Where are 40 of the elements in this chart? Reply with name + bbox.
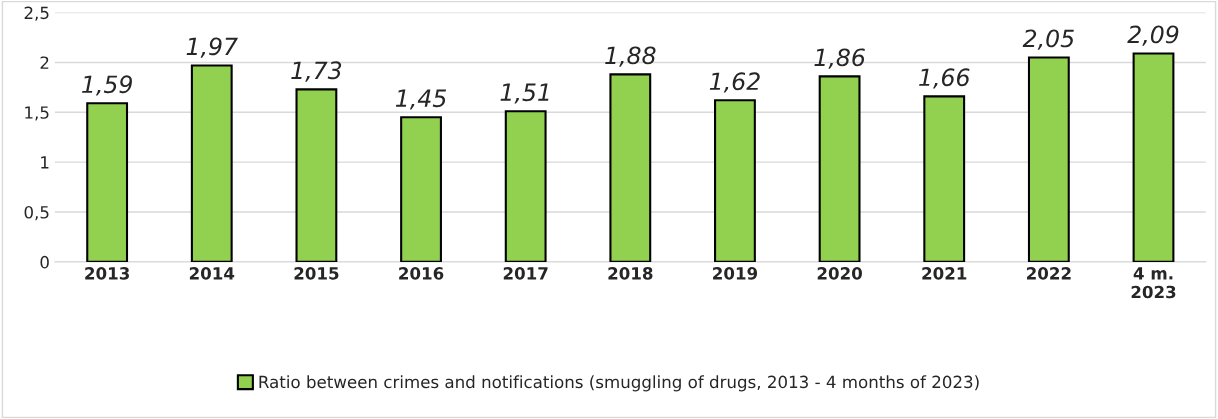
y-tick-label: 1,5	[25, 106, 49, 121]
bar	[923, 95, 966, 262]
data-label: 1,62	[709, 72, 760, 93]
bar	[714, 99, 756, 262]
bar	[400, 116, 442, 262]
y-tick-label: 0,5	[24, 205, 49, 221]
x-tick-label: 4 m. 2023	[1131, 267, 1176, 299]
bar	[504, 110, 547, 262]
x-tick-label: 2022	[1026, 267, 1071, 280]
bar	[86, 102, 129, 262]
data-label: 1,73	[291, 61, 342, 82]
y-tick-label: 2	[40, 56, 49, 69]
y-tick-label: 0	[40, 255, 49, 269]
x-tick-label: 2018	[608, 267, 653, 280]
data-label: 1,51	[500, 83, 549, 104]
x-tick-label: 2019	[713, 267, 758, 280]
x-tick-label: 2015	[294, 267, 339, 280]
bar	[190, 64, 233, 262]
y-tick-label: 1	[41, 156, 49, 169]
x-tick-label: 2016	[399, 267, 444, 280]
data-label: 1,66	[919, 68, 970, 89]
bar	[818, 75, 861, 262]
data-label: 1,97	[186, 37, 238, 58]
data-label: 2,05	[1022, 29, 1074, 50]
legend-label: Ratio between crimes and notifications (smuggling of drugs, 2013 - 4 months of 2023)	[259, 375, 979, 392]
data-label: 1,88	[605, 46, 656, 67]
x-tick-label: 2017	[503, 267, 548, 280]
x-tick-label: 2021	[922, 267, 967, 280]
data-label: 1,86	[814, 48, 865, 69]
bar	[1132, 52, 1175, 262]
y-tick-label: 2,5	[24, 6, 49, 21]
x-tick-label: 2020	[817, 267, 862, 280]
data-label: 1,45	[395, 89, 447, 110]
bar	[295, 88, 338, 262]
x-tick-label: 2013	[85, 267, 129, 280]
data-label: 2,09	[1127, 25, 1179, 46]
x-tick-label: 2014	[189, 267, 235, 280]
data-label: 1,59	[82, 75, 132, 96]
bar	[609, 73, 652, 262]
bar	[1027, 56, 1070, 262]
